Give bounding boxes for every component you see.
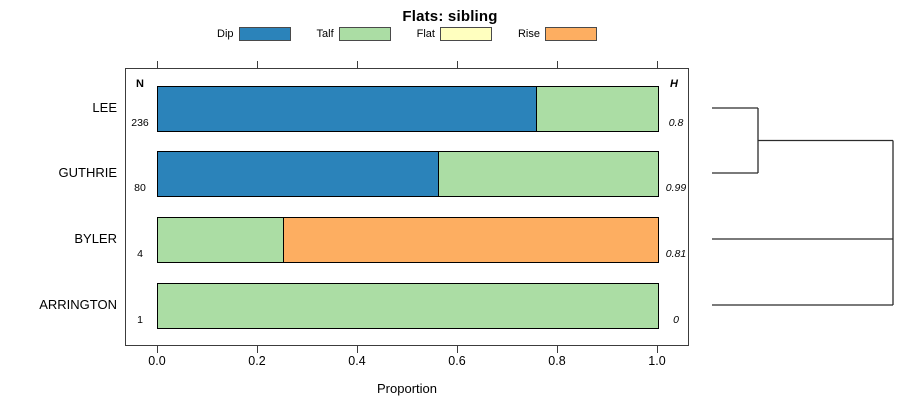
top-tick <box>557 61 558 68</box>
h-column-header: H <box>670 78 678 90</box>
x-tick-label: 0.8 <box>548 354 566 368</box>
bar-segment-rise <box>283 218 658 262</box>
top-tick <box>257 61 258 68</box>
top-tick <box>657 61 658 68</box>
legend-label: Rise <box>517 27 540 40</box>
top-tick <box>357 61 358 68</box>
n-value: 236 <box>131 117 149 129</box>
n-value: 1 <box>137 314 143 326</box>
legend-swatch <box>439 26 492 41</box>
bar-row <box>157 86 659 132</box>
top-tick <box>457 61 458 68</box>
category-label: GUTHRIE <box>58 165 118 180</box>
legend-item: Rise <box>517 26 597 41</box>
bottom-tick <box>657 346 658 353</box>
bottom-tick <box>257 346 258 353</box>
bar-segment-talf <box>158 218 283 262</box>
x-tick-label: 0.0 <box>148 354 166 368</box>
h-value: 0.81 <box>665 248 687 260</box>
bar-row <box>157 151 659 197</box>
h-value: 0.8 <box>668 117 684 129</box>
legend-item: Flat <box>416 26 492 41</box>
bar-row <box>157 217 659 263</box>
category-label: BYLER <box>74 231 117 246</box>
bottom-tick <box>557 346 558 353</box>
x-axis-label: Proportion <box>377 381 437 396</box>
bar-segment-talf <box>158 284 658 328</box>
bar-segment-talf <box>438 152 658 196</box>
legend-label: Flat <box>416 27 435 40</box>
category-label: LEE <box>92 100 117 115</box>
bar-segment-talf <box>535 87 658 131</box>
legend-swatch <box>238 26 291 41</box>
legend-label: Talf <box>316 27 334 40</box>
category-label: ARRINGTON <box>39 297 117 312</box>
legend-label: Dip <box>217 27 234 40</box>
legend-swatch <box>545 26 597 41</box>
x-tick-label: 0.4 <box>348 354 366 368</box>
bottom-tick <box>457 346 458 353</box>
dendrogram <box>712 107 894 306</box>
x-tick-label: 0.6 <box>448 354 466 368</box>
top-tick <box>157 61 158 68</box>
n-value: 4 <box>137 248 143 260</box>
n-column-header: N <box>136 78 144 90</box>
bottom-tick <box>157 346 158 353</box>
plot-area <box>125 68 689 346</box>
bar-row <box>157 283 659 329</box>
bar-segment-dip <box>158 87 536 131</box>
bar-segment-dip <box>158 152 438 196</box>
legend-swatch <box>338 26 391 41</box>
h-value: 0 <box>673 314 679 326</box>
legend-item: Talf <box>316 26 391 41</box>
x-tick-label: 1.0 <box>648 354 666 368</box>
h-value: 0.99 <box>665 182 687 194</box>
legend: Dip Talf Flat Rise <box>125 25 689 42</box>
x-tick-label: 0.2 <box>248 354 266 368</box>
bottom-tick <box>357 346 358 353</box>
n-value: 80 <box>134 182 146 194</box>
legend-item: Dip <box>217 26 291 41</box>
chart-title: Flats: sibling <box>402 8 498 25</box>
